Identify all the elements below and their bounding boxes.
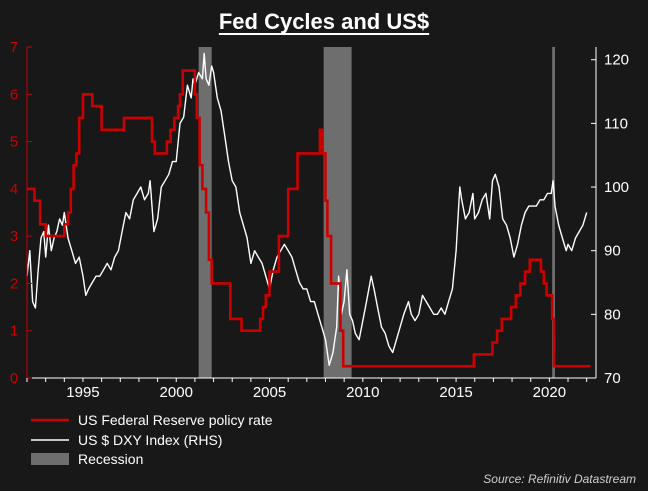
dxy-line <box>26 52 588 366</box>
legend-label-3: Recession <box>78 451 143 467</box>
x-tick-label-2010: 2010 <box>346 384 379 401</box>
left-tick-label-1: 1 <box>10 323 18 340</box>
right-tick-label-100: 100 <box>604 179 629 196</box>
legend-swatch-recession <box>31 453 69 465</box>
left-tick-label-4: 4 <box>10 181 18 198</box>
right-tick-label-90: 90 <box>604 243 621 260</box>
left-axis-ticks: 0 1 2 3 4 5 6 7 <box>10 39 32 387</box>
legend: US Federal Reserve policy rate US $ DXY I… <box>31 412 273 467</box>
chart-title: Fed Cycles and US$ <box>219 9 429 34</box>
right-tick-label-120: 120 <box>604 52 629 69</box>
x-tick-label-2015: 2015 <box>439 384 472 401</box>
x-tick-label-2020: 2020 <box>533 384 566 401</box>
left-tick-label-6: 6 <box>10 86 18 103</box>
fed-rate-series <box>27 69 591 368</box>
dxy-series <box>26 52 588 366</box>
legend-label-1: US Federal Reserve policy rate <box>78 412 273 428</box>
left-tick-label-0: 0 <box>10 370 18 387</box>
x-tick-label-1995: 1995 <box>66 384 99 401</box>
right-tick-label-70: 70 <box>604 370 621 387</box>
right-tick-label-80: 80 <box>604 306 621 323</box>
right-axis-ticks: 70 80 90 100 110 120 <box>591 52 629 387</box>
source-note: Source: Refinitiv Datastream <box>483 472 636 486</box>
x-axis-ticks: 1995 2000 2005 2010 2015 2020 <box>26 378 588 401</box>
x-tick-label-2000: 2000 <box>160 384 193 401</box>
right-tick-label-110: 110 <box>604 115 628 132</box>
fed-rate-line <box>27 69 591 368</box>
legend-label-2: US $ DXY Index (RHS) <box>78 432 222 448</box>
x-tick-label-2005: 2005 <box>253 384 286 401</box>
left-tick-label-5: 5 <box>10 134 18 151</box>
axes <box>26 47 597 379</box>
recession-band-3 <box>552 47 555 378</box>
left-tick-label-3: 3 <box>10 228 18 245</box>
left-tick-label-2: 2 <box>10 275 18 292</box>
left-tick-label-7: 7 <box>10 39 18 56</box>
